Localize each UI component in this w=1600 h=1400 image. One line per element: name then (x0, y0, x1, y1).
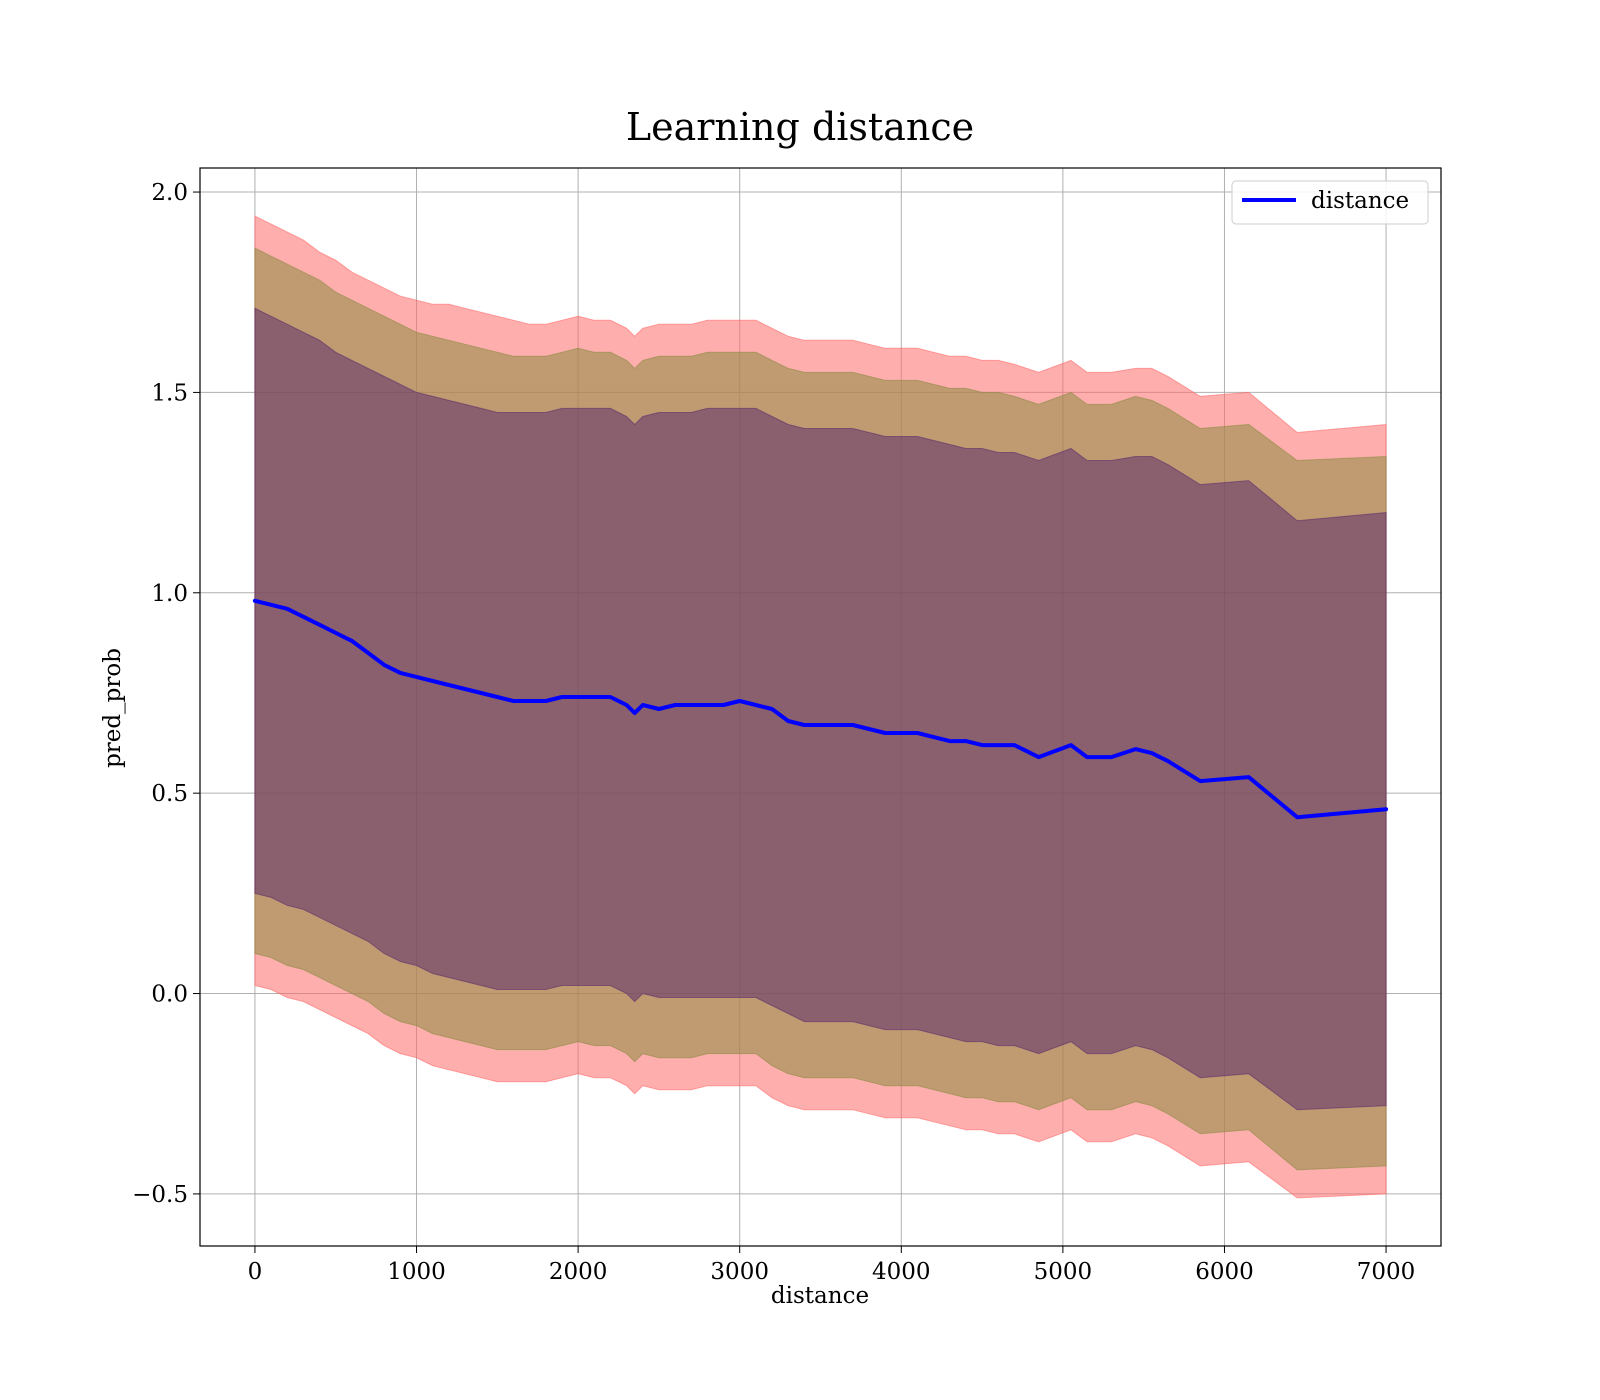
x-tick-label: 7000 (1357, 1259, 1416, 1285)
y-tick-label: 1.0 (151, 581, 188, 607)
chart-title: Learning distance (626, 105, 974, 149)
x-axis-label: distance (771, 1283, 869, 1309)
y-tick-label: −0.5 (132, 1182, 188, 1208)
y-axis-ticks: −0.5 0.0 0.5 1.0 1.5 2.0 (132, 180, 200, 1208)
x-tick-label: 4000 (872, 1259, 931, 1285)
plot-frame (199, 167, 1442, 1247)
x-tick-label: 5000 (1034, 1259, 1093, 1285)
x-tick-label: 1000 (387, 1259, 446, 1285)
legend-box (1231, 180, 1429, 225)
y-tick-label: 2.0 (151, 180, 188, 206)
y-tick-label: 0.5 (151, 781, 188, 807)
series-line-distance (252, 598, 1389, 820)
legend-label-distance: distance (1311, 188, 1409, 214)
axes (199, 167, 1442, 1247)
x-tick-label: 6000 (1195, 1259, 1254, 1285)
x-tick-label: 3000 (710, 1259, 769, 1285)
x-axis-ticks: 0 1000 2000 3000 4000 5000 6000 7000 (248, 1246, 1416, 1285)
x-tick-label: 0 (248, 1259, 263, 1285)
legend: distance (1231, 180, 1429, 225)
data-series (252, 598, 1389, 820)
confidence-bands (254, 215, 1387, 1199)
band-inner (254, 307, 1387, 1111)
y-tick-label: 1.5 (151, 380, 188, 406)
y-axis-label: pred_prob (100, 648, 126, 768)
x-tick-label: 2000 (549, 1259, 608, 1285)
y-tick-label: 0.0 (151, 982, 188, 1008)
